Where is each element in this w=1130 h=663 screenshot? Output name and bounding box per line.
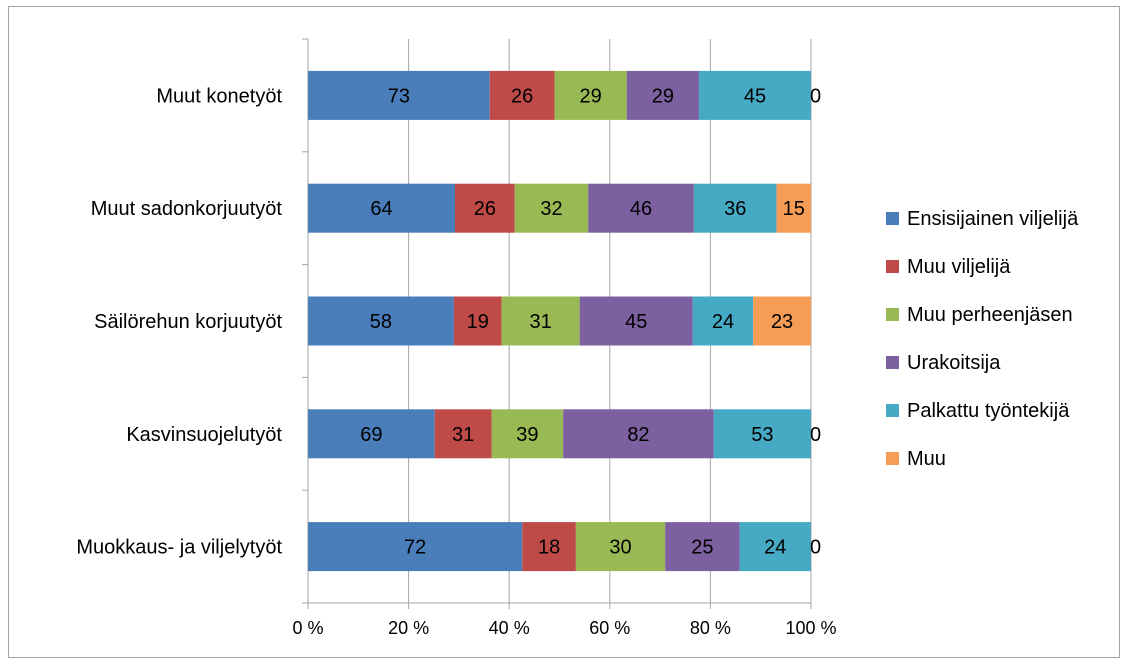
data-label: 69 <box>360 424 382 446</box>
bar-segment <box>626 70 699 120</box>
category-label: Muut sadonkorjuutyöt <box>91 198 283 220</box>
legend-label: Ensisijainen viljelijä <box>907 208 1079 230</box>
bar-segment <box>501 296 580 346</box>
legend-swatch <box>886 308 899 321</box>
legend-label: Muu viljelijä <box>907 256 1011 278</box>
legend-swatch <box>886 356 899 369</box>
bar-segment <box>514 183 589 233</box>
bar-segment <box>454 183 515 233</box>
x-tick-label: 20 % <box>388 618 429 638</box>
data-label: 26 <box>474 198 496 220</box>
data-label: 31 <box>452 424 474 446</box>
x-tick-label: 40 % <box>489 618 530 638</box>
bar-segment <box>579 296 693 346</box>
bar-segment <box>692 296 754 346</box>
bar-segment <box>698 70 811 120</box>
bar-segment <box>753 296 811 346</box>
bar-segment <box>713 409 811 459</box>
category-label: Muokkaus- ja viljelytyöt <box>76 537 282 559</box>
data-label: 30 <box>609 537 631 559</box>
bar-segment <box>665 522 740 572</box>
bar-segment <box>308 409 435 459</box>
legend-swatch <box>886 260 899 273</box>
data-label: 58 <box>370 311 392 333</box>
bar-segment <box>554 70 627 120</box>
data-label: 24 <box>764 537 786 559</box>
data-label: 25 <box>691 537 713 559</box>
data-label: 23 <box>771 311 793 333</box>
data-label: 0 <box>810 424 821 446</box>
data-label: 26 <box>511 85 533 107</box>
bar-segment <box>308 522 523 572</box>
data-label: 32 <box>540 198 562 220</box>
bar-segment <box>693 183 777 233</box>
data-label: 45 <box>744 85 766 107</box>
data-label: 29 <box>580 85 602 107</box>
bar-segment <box>489 70 555 120</box>
data-label: 19 <box>467 311 489 333</box>
data-label: 31 <box>530 311 552 333</box>
bar-segment <box>776 183 811 233</box>
x-tick-label: 60 % <box>589 618 630 638</box>
legend-label: Muu perheenjäsen <box>907 304 1073 326</box>
bar-segment <box>453 296 502 346</box>
legend-swatch <box>886 404 899 417</box>
legend-swatch <box>886 452 899 465</box>
legend-label: Muu <box>907 448 946 470</box>
category-label: Kasvinsuojelutyöt <box>126 424 282 446</box>
bar-segment <box>588 183 694 233</box>
data-label: 53 <box>751 424 773 446</box>
data-label: 0 <box>810 85 821 107</box>
bar-segment <box>563 409 714 459</box>
data-label: 0 <box>810 537 821 559</box>
data-label: 29 <box>652 85 674 107</box>
bar-segment <box>434 409 492 459</box>
data-label: 46 <box>630 198 652 220</box>
legend-swatch <box>886 212 899 225</box>
bar-segment <box>575 522 666 572</box>
bar-segment <box>522 522 576 572</box>
data-label: 36 <box>724 198 746 220</box>
x-tick-label: 100 % <box>785 618 836 638</box>
bar-segment <box>308 183 455 233</box>
x-tick-label: 80 % <box>690 618 731 638</box>
data-label: 72 <box>404 537 426 559</box>
data-label: 82 <box>627 424 649 446</box>
legend-label: Palkattu työntekijä <box>907 400 1070 422</box>
bar-segment <box>308 70 490 120</box>
category-label: Säilörehun korjuutyöt <box>94 311 282 333</box>
data-label: 15 <box>783 198 805 220</box>
data-label: 18 <box>538 537 560 559</box>
data-label: 64 <box>370 198 392 220</box>
bar-segment <box>739 522 811 572</box>
legend-label: Urakoitsija <box>907 352 1001 374</box>
category-label: Muut konetyöt <box>156 85 282 107</box>
data-label: 39 <box>516 424 538 446</box>
data-label: 24 <box>712 311 734 333</box>
x-tick-label: 0 % <box>292 618 323 638</box>
data-label: 73 <box>388 85 410 107</box>
bar-segment <box>491 409 564 459</box>
data-label: 45 <box>625 311 647 333</box>
bar-segment <box>308 296 454 346</box>
